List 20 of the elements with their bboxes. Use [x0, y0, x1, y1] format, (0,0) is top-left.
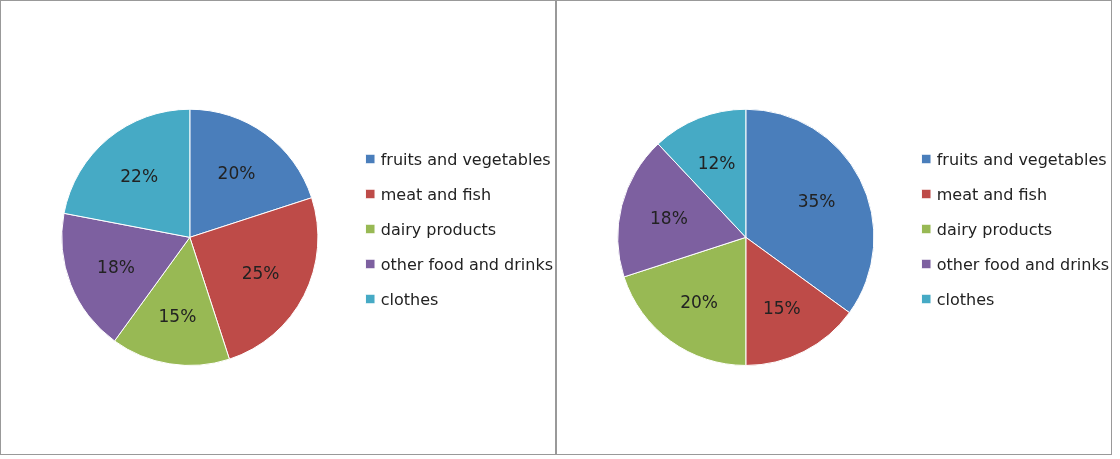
legend-label: dairy products — [936, 219, 1053, 238]
legend-label: fruits and vegetables — [380, 149, 551, 168]
legend-label: fruits and vegetables — [936, 149, 1107, 168]
data-label: 15% — [762, 298, 801, 319]
legend-label: dairy products — [380, 219, 497, 238]
legend-label: other food and drinks — [936, 254, 1109, 273]
legend-label: meat and fish — [936, 184, 1048, 203]
data-label: 18% — [97, 256, 135, 277]
legend-label: clothes — [936, 289, 995, 308]
data-label: 15% — [158, 305, 197, 326]
data-label: 35% — [797, 191, 836, 212]
data-label: 22% — [120, 166, 159, 187]
data-label: 20% — [217, 163, 256, 184]
data-label: 20% — [680, 291, 719, 312]
data-label: 18% — [650, 207, 688, 228]
legend-label: meat and fish — [380, 184, 492, 203]
legend-label: other food and drinks — [380, 254, 553, 273]
legend-label: clothes — [380, 289, 439, 308]
data-label: 25% — [241, 263, 280, 284]
data-label: 12% — [697, 153, 736, 174]
